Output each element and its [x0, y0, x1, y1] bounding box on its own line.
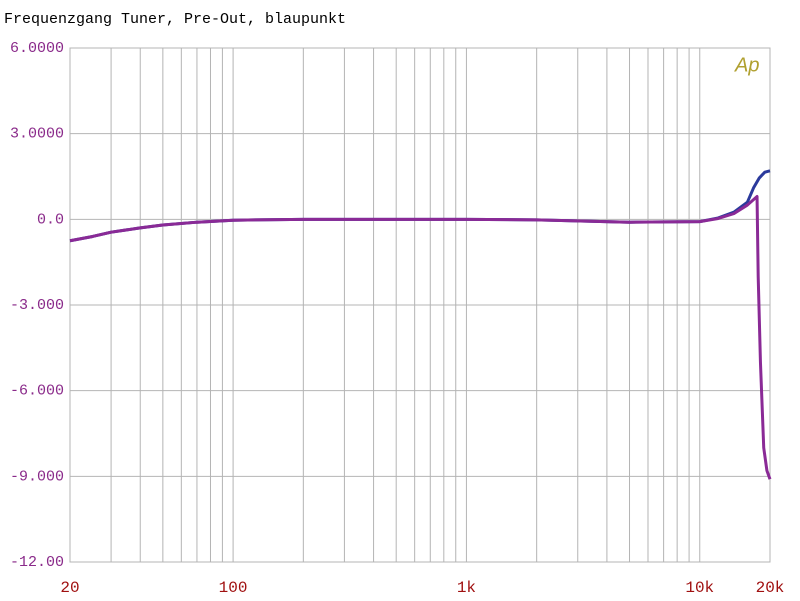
x-tick-label: 100	[219, 579, 248, 597]
chart-title: Frequenzgang Tuner, Pre-Out, blaupunkt	[4, 11, 346, 28]
y-tick-label: -12.00	[10, 554, 64, 571]
y-tick-label: -6.000	[10, 383, 64, 400]
y-tick-label: 0.0	[37, 211, 64, 228]
x-tick-label: 1k	[457, 579, 476, 597]
y-tick-label: 6.0000	[10, 40, 64, 57]
series-line	[69, 169, 771, 243]
logo: Ap	[734, 54, 759, 76]
x-tick-label: 20	[60, 579, 79, 597]
y-tick-label: -9.000	[10, 468, 64, 485]
x-tick-label: 10k	[685, 579, 714, 597]
series-line	[69, 194, 772, 480]
x-tick-label: 20k	[756, 579, 785, 597]
y-tick-label: 3.0000	[10, 126, 64, 143]
y-tick-label: -3.000	[10, 297, 64, 314]
